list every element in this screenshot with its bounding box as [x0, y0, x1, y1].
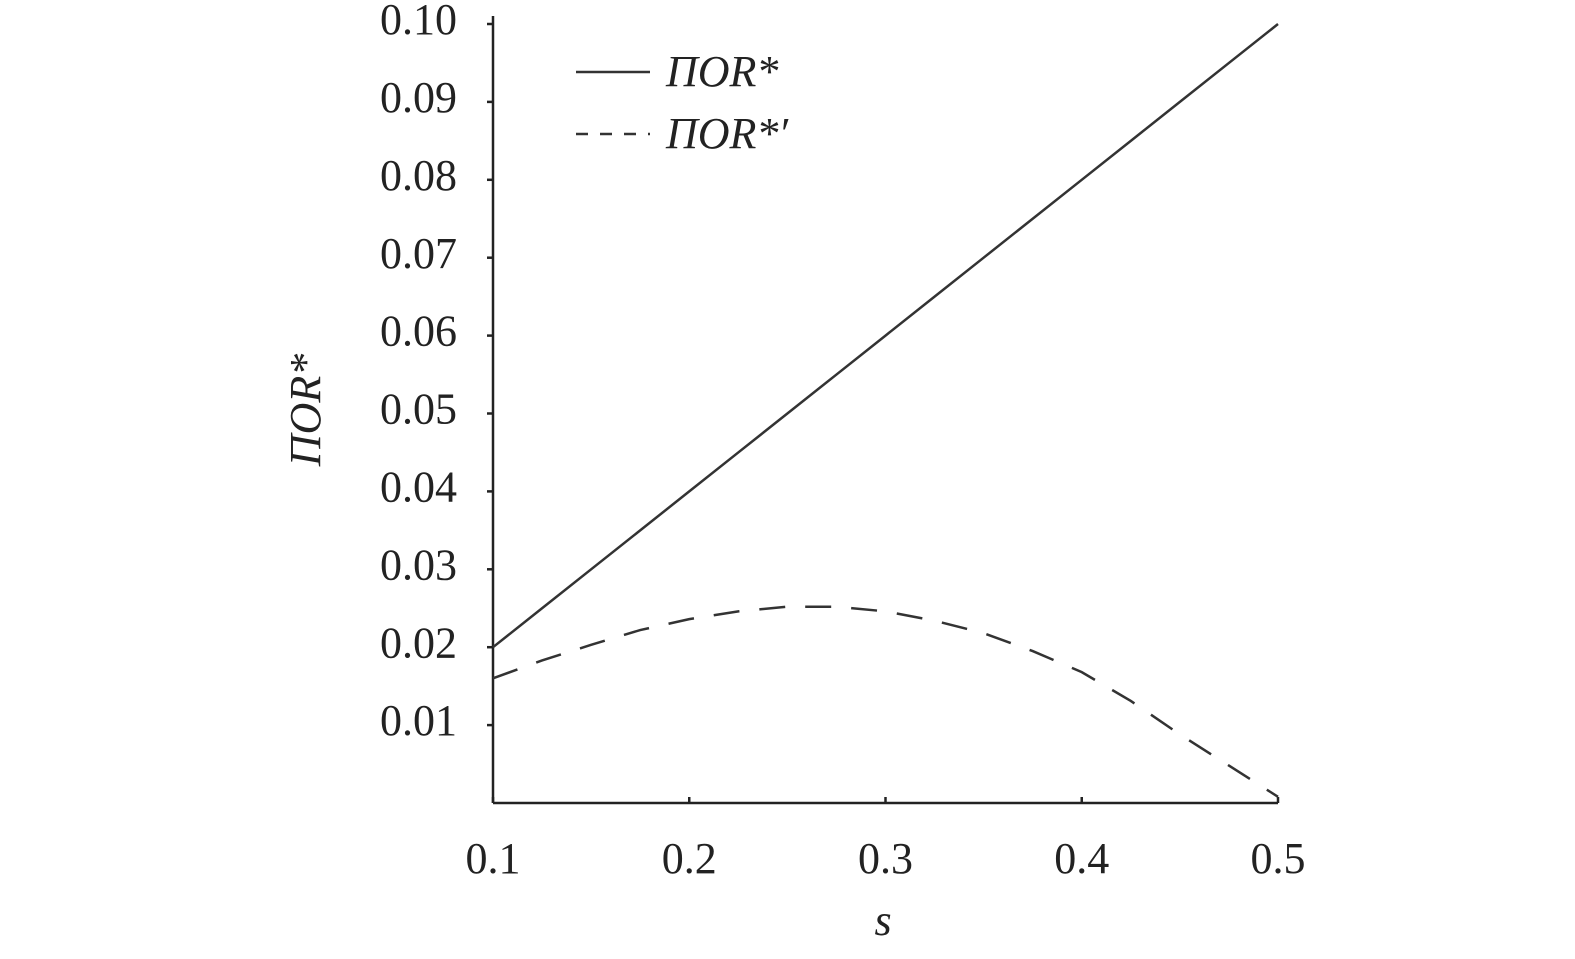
- legend-label: ΠOR*: [665, 47, 778, 96]
- x-tick-label: 0.2: [662, 834, 717, 883]
- y-tick-label: 0.08: [380, 151, 457, 200]
- y-tick-label: 0.05: [380, 385, 457, 434]
- x-axis-label: s: [874, 896, 891, 945]
- y-tick-label: 0.06: [380, 307, 457, 356]
- y-tick-label: 0.10: [380, 0, 457, 44]
- y-axis-label: ΠOR*: [281, 354, 330, 467]
- x-tick-label: 0.1: [466, 834, 521, 883]
- x-tick-label: 0.3: [858, 834, 913, 883]
- y-tick-label: 0.04: [380, 462, 457, 511]
- y-tick-label: 0.02: [380, 618, 457, 667]
- series-line: [492, 23, 1279, 649]
- y-tick-label: 0.03: [380, 540, 457, 589]
- y-tick-label: 0.07: [380, 229, 457, 278]
- y-tick-label: 0.01: [380, 696, 457, 745]
- series-line: [492, 605, 1279, 798]
- y-tick-label: 0.09: [380, 73, 457, 122]
- legend-label: ΠOR*′: [665, 109, 789, 158]
- x-tick-label: 0.4: [1054, 834, 1109, 883]
- x-tick-label: 0.5: [1251, 834, 1306, 883]
